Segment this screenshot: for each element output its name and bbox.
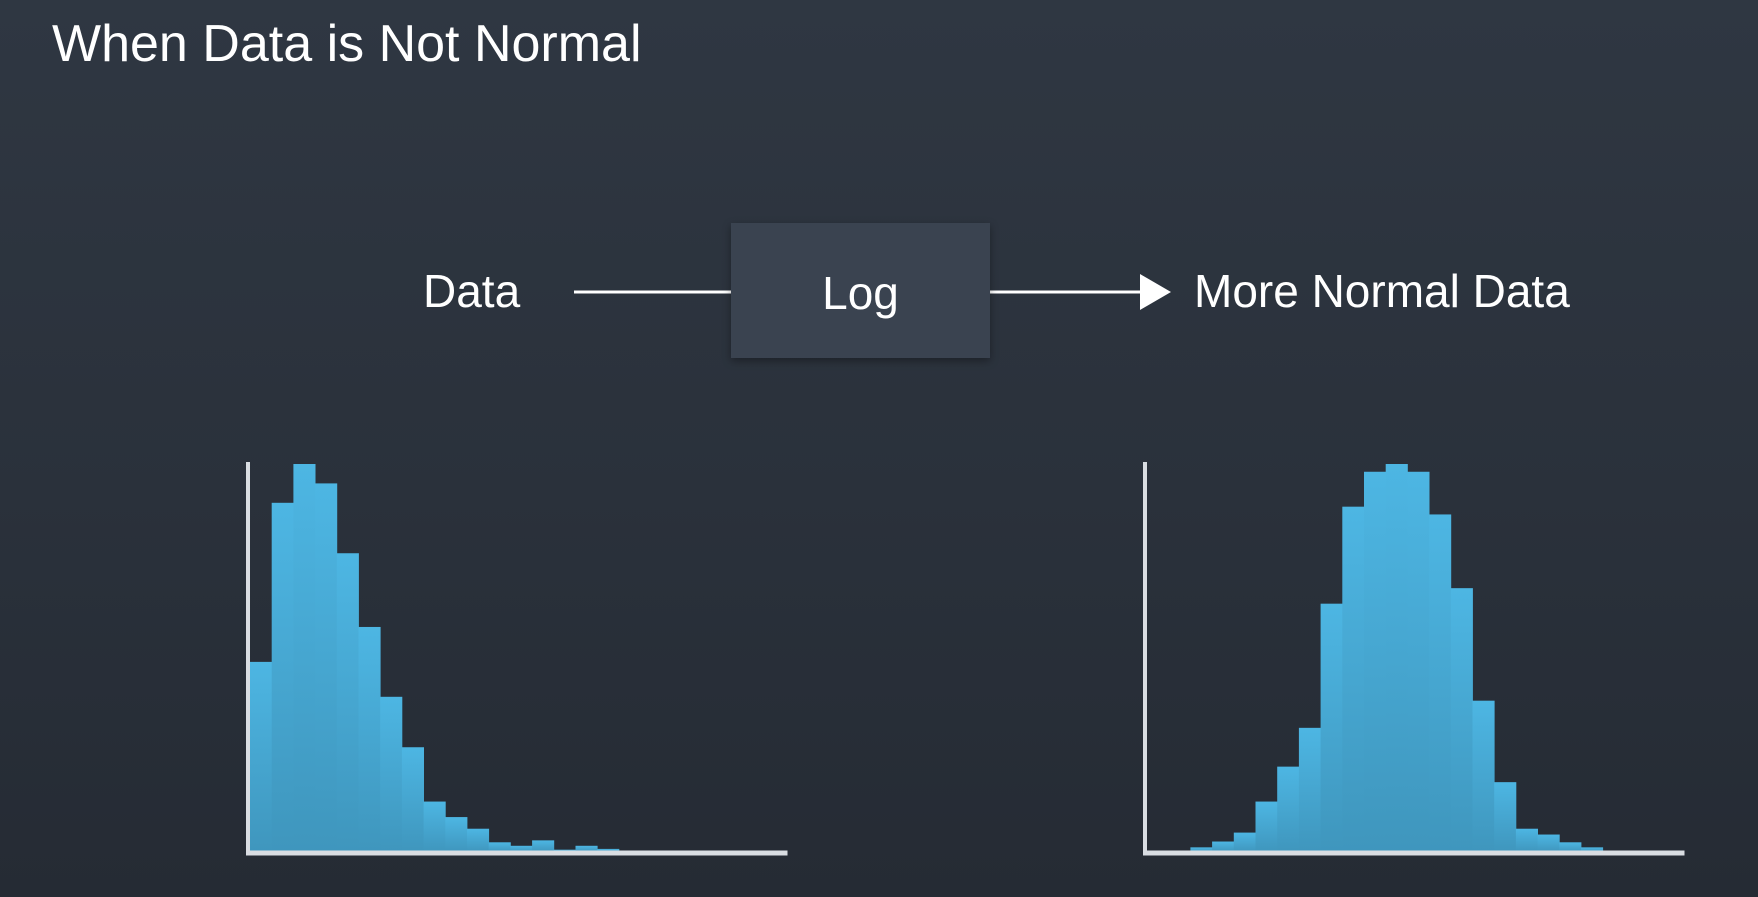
normal-histogram-bar	[1255, 801, 1278, 852]
normal-histogram-bar	[1190, 847, 1213, 852]
input-data-label: Data	[423, 265, 521, 317]
normal-histogram-bar	[1364, 471, 1387, 852]
output-data-label: More Normal Data	[1194, 265, 1570, 317]
skewed-histogram-bar	[380, 696, 403, 852]
skewed-histogram-bar	[532, 840, 555, 852]
skewed-histogram-bar	[510, 845, 533, 852]
skewed-histogram-bar	[423, 801, 446, 852]
skewed-histogram-bar	[467, 828, 490, 852]
normal-histogram-bar	[1472, 700, 1495, 852]
slide-title: When Data is Not Normal	[52, 15, 642, 73]
normal-histogram-bar	[1320, 603, 1343, 852]
normal-histogram-bar	[1581, 847, 1604, 852]
normal-histogram-bar	[1515, 828, 1538, 852]
normal-histogram-bar	[1450, 588, 1473, 852]
skewed-histogram-bar	[597, 848, 620, 852]
normal-histogram-bar	[1559, 842, 1582, 852]
normal-histogram-bar	[1494, 782, 1517, 852]
skewed-histogram-bar	[575, 845, 598, 852]
skewed-histogram-bar	[358, 626, 381, 852]
skewed-histogram-bar	[401, 747, 424, 852]
log-transform-label: Log	[822, 266, 899, 319]
normal-histogram-bar	[1429, 514, 1452, 852]
log-transform-box: Log	[731, 223, 990, 358]
normal-histogram	[1143, 462, 1685, 856]
normal-histogram-bar	[1537, 834, 1560, 852]
skewed-histogram-bar	[336, 553, 359, 852]
arrow-head-icon	[1140, 274, 1171, 310]
normal-histogram-bar	[1298, 727, 1321, 852]
skewed-histogram-bar	[271, 502, 294, 852]
skewed-histogram-bar	[488, 842, 511, 852]
skewed-histogram-bar	[315, 483, 338, 852]
skewed-histogram-bar	[250, 661, 273, 852]
skewed-histogram-bar	[293, 464, 316, 852]
normal-histogram-bar	[1385, 464, 1408, 852]
skewed-histogram	[246, 462, 788, 856]
normal-histogram-bar	[1342, 506, 1365, 852]
normal-histogram-bar	[1233, 832, 1256, 852]
normal-histogram-bar	[1212, 841, 1235, 852]
normal-histogram-bar	[1277, 766, 1300, 852]
skewed-histogram-bar	[445, 817, 468, 852]
normal-histogram-bar	[1407, 471, 1430, 852]
